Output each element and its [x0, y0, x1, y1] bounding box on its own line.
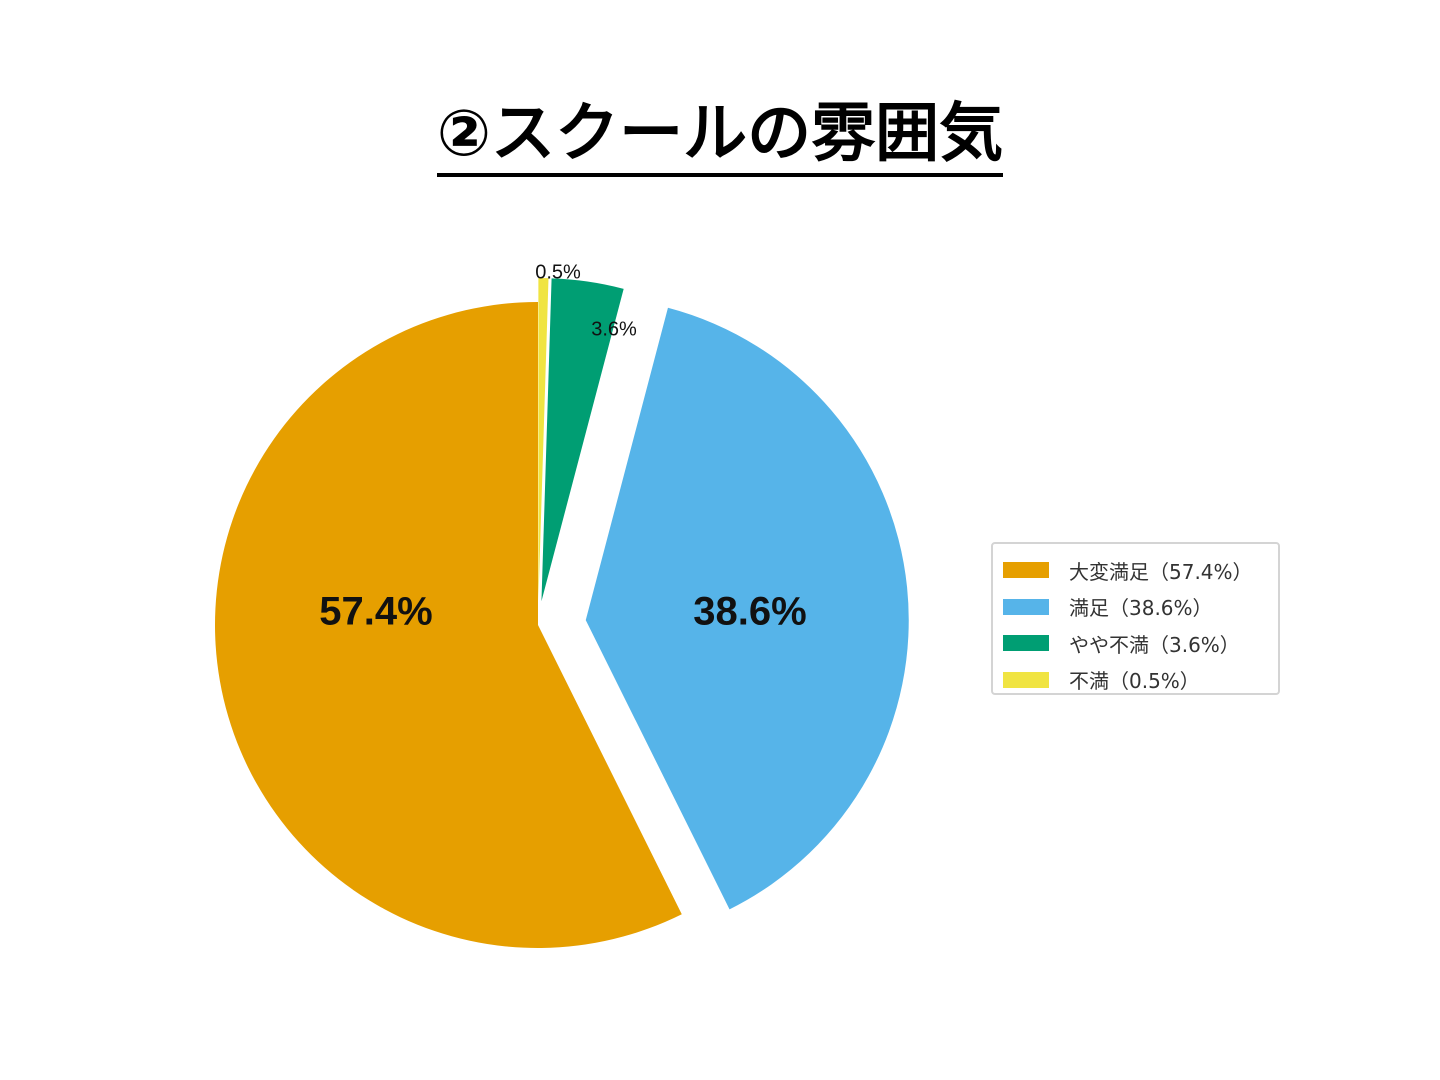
pie-slice-4: [538, 278, 549, 602]
legend-item-4: 不満（0.5%）: [1003, 662, 1268, 699]
legend-item-2: 満足（38.6%）: [1003, 589, 1268, 626]
legend-label: 満足（38.6%）: [1069, 596, 1213, 621]
chart-legend: 大変満足（57.4%） 満足（38.6%） やや不満（3.6%） 不満（0.5%）: [991, 542, 1280, 695]
legend-item-3: やや不満（3.6%）: [1003, 625, 1268, 662]
legend-item-1: 大変満足（57.4%）: [1003, 552, 1268, 589]
slice-label-2: 38.6%: [693, 590, 806, 634]
pie-slice-1: [215, 302, 682, 948]
slice-label-1: 57.4%: [319, 590, 432, 634]
legend-swatch: [1003, 562, 1049, 579]
legend-swatch: [1003, 598, 1049, 615]
slice-label-3: 3.6%: [591, 318, 637, 340]
legend-swatch: [1003, 635, 1049, 652]
slice-label-4: 0.5%: [535, 261, 581, 283]
legend-label: やや不満（3.6%）: [1069, 632, 1240, 657]
page-title: ②スクールの雰囲気: [0, 92, 1440, 177]
pie-slice-2: [585, 307, 909, 910]
legend-swatch: [1003, 671, 1049, 688]
legend-label: 大変満足（57.4%）: [1069, 559, 1253, 584]
pie-slice-3: [541, 278, 624, 602]
page-title-text: ②スクールの雰囲気: [436, 97, 1004, 177]
legend-label: 不満（0.5%）: [1069, 669, 1200, 694]
